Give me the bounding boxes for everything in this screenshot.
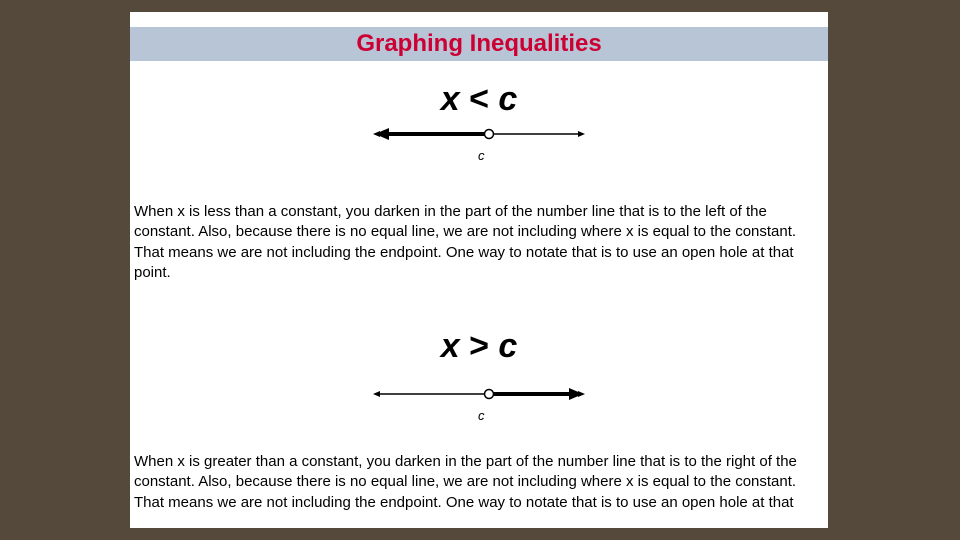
inequality-2-op: > xyxy=(469,327,489,365)
number-line-2-wrap xyxy=(130,382,828,406)
inequality-1-op: < xyxy=(469,80,489,118)
inequality-1-c: c xyxy=(498,80,517,118)
paragraph-2: When x is greater than a constant, you d… xyxy=(134,452,824,513)
paragraph-1: When x is less than a constant, you dark… xyxy=(134,202,824,283)
number-line-1-wrap xyxy=(130,122,828,146)
page-title: Graphing Inequalities xyxy=(356,30,601,58)
inequality-2: x > c xyxy=(130,327,828,366)
number-line-2 xyxy=(369,382,589,406)
inequality-2-c: c xyxy=(498,327,517,365)
number-line-1 xyxy=(369,122,589,146)
title-band: Graphing Inequalities xyxy=(130,27,828,61)
inequality-1-x: x xyxy=(441,80,460,118)
number-line-2-c-label: c xyxy=(478,408,485,423)
number-line-1-c-label: c xyxy=(478,148,485,163)
inequality-2-x: x xyxy=(441,327,460,365)
slide: Graphing Inequalities x < c c When x is … xyxy=(130,12,828,528)
inequality-1: x < c xyxy=(130,80,828,119)
